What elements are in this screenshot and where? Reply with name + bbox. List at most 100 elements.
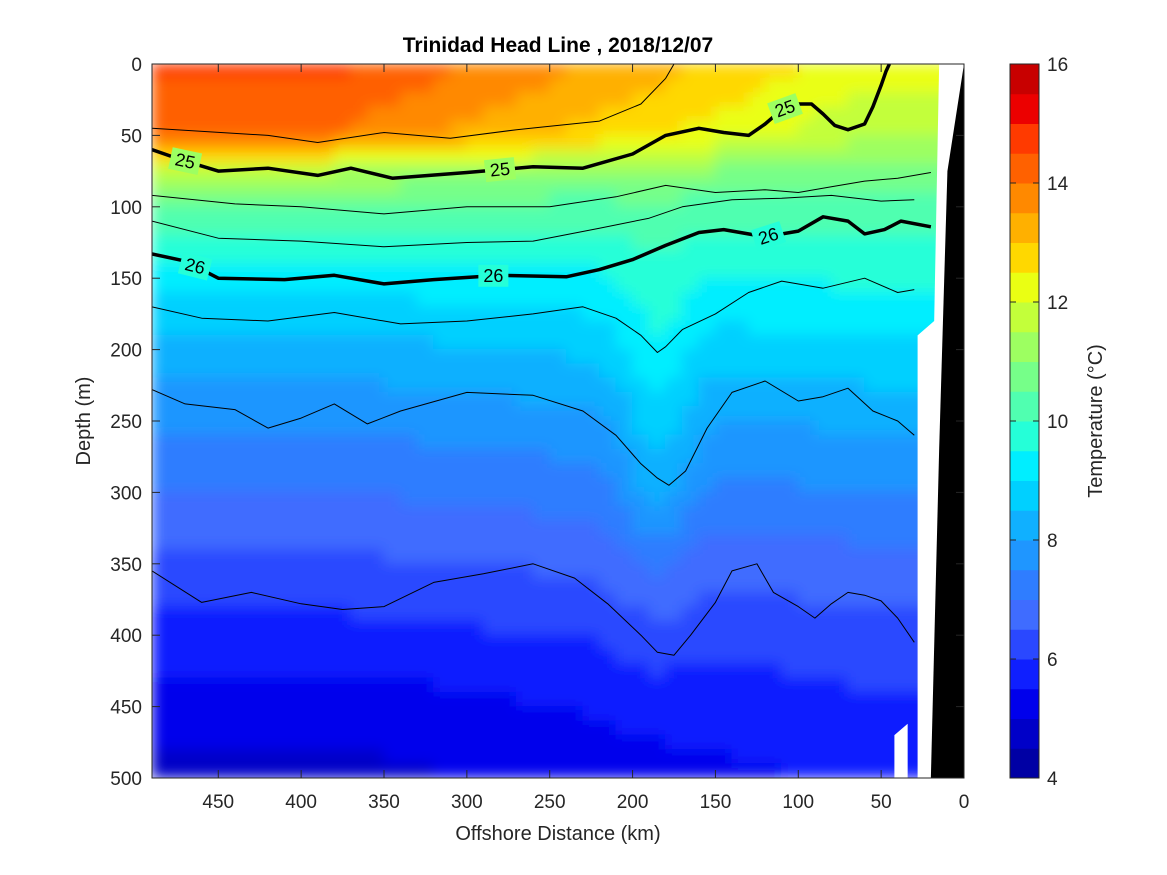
field-cell bbox=[284, 334, 302, 351]
field-cell bbox=[532, 763, 551, 778]
field-cell bbox=[781, 606, 799, 622]
field-cell bbox=[714, 234, 733, 251]
field-cell bbox=[433, 277, 451, 293]
field-cell bbox=[532, 620, 551, 636]
field-cell bbox=[201, 363, 219, 379]
field-cell bbox=[565, 606, 584, 622]
field-cell bbox=[897, 491, 915, 508]
field-cell bbox=[748, 134, 766, 151]
field-cell bbox=[284, 434, 302, 451]
field-cell bbox=[748, 677, 766, 693]
field-cell bbox=[466, 391, 484, 408]
field-cell bbox=[333, 92, 352, 108]
field-cell bbox=[681, 420, 700, 436]
field-cell bbox=[284, 449, 302, 465]
field-cell bbox=[748, 563, 766, 579]
field-cell bbox=[764, 691, 783, 708]
field-cell bbox=[748, 534, 766, 551]
field-cell bbox=[499, 434, 518, 451]
field-cell bbox=[433, 92, 451, 108]
field-cell bbox=[250, 106, 269, 122]
field-cell bbox=[814, 92, 832, 108]
field-cell bbox=[482, 434, 501, 451]
field-cell bbox=[184, 477, 203, 493]
contour-label: 26 bbox=[183, 254, 207, 278]
field-cell bbox=[383, 691, 402, 708]
field-cell bbox=[433, 120, 451, 136]
field-cell bbox=[234, 577, 252, 593]
field-cell bbox=[383, 449, 402, 465]
field-cell bbox=[184, 506, 203, 522]
field-cell bbox=[615, 549, 634, 565]
field-cell bbox=[449, 206, 468, 222]
field-cell bbox=[250, 120, 269, 136]
field-cell bbox=[449, 406, 468, 422]
field-cell bbox=[714, 477, 733, 493]
field-cell bbox=[748, 491, 766, 508]
field-cell bbox=[598, 277, 617, 293]
field-cell bbox=[830, 734, 849, 750]
field-cell bbox=[748, 620, 766, 636]
field-cell bbox=[764, 149, 783, 165]
field-cell bbox=[731, 734, 750, 750]
field-cell bbox=[864, 534, 882, 551]
field-cell bbox=[267, 406, 286, 422]
field-cell bbox=[482, 577, 501, 593]
field-cell bbox=[400, 449, 418, 465]
field-cell bbox=[648, 249, 667, 265]
field-cell bbox=[317, 349, 335, 365]
field-cell bbox=[681, 334, 700, 351]
field-cell bbox=[516, 520, 534, 536]
field-cell bbox=[748, 206, 766, 222]
field-cell bbox=[184, 77, 203, 94]
field-cell bbox=[880, 134, 899, 151]
field-cell bbox=[267, 391, 286, 408]
field-cell bbox=[383, 220, 402, 236]
field-cell bbox=[598, 106, 617, 122]
no-data-gap bbox=[894, 723, 908, 778]
field-cell bbox=[565, 134, 584, 151]
field-cell bbox=[681, 748, 700, 765]
field-cell bbox=[565, 577, 584, 593]
field-cell bbox=[449, 363, 468, 379]
field-cell bbox=[830, 391, 849, 408]
field-cell bbox=[880, 177, 899, 194]
field-cell bbox=[284, 120, 302, 136]
field-cell bbox=[582, 763, 600, 778]
field-cell bbox=[582, 291, 600, 308]
field-cell bbox=[582, 520, 600, 536]
colorbar-tick-label: 6 bbox=[1047, 650, 1058, 671]
field-cell bbox=[665, 477, 683, 493]
field-cell bbox=[217, 763, 236, 778]
field-cell bbox=[648, 591, 667, 608]
field-cell bbox=[383, 648, 402, 665]
field-cell bbox=[516, 620, 534, 636]
field-cell bbox=[184, 206, 203, 222]
field-cell bbox=[333, 434, 352, 451]
field-cell bbox=[350, 420, 368, 436]
field-cell bbox=[284, 706, 302, 722]
field-cell bbox=[913, 64, 932, 79]
field-cell bbox=[383, 734, 402, 750]
field-cell bbox=[466, 306, 484, 322]
field-cell bbox=[897, 620, 915, 636]
field-cell bbox=[499, 620, 518, 636]
field-cell bbox=[714, 506, 733, 522]
field-cell bbox=[366, 149, 385, 165]
field-cell bbox=[731, 77, 750, 94]
field-cell bbox=[814, 177, 832, 194]
field-cell bbox=[698, 577, 716, 593]
field-cell bbox=[466, 663, 484, 679]
field-cell bbox=[698, 249, 716, 265]
field-cell bbox=[665, 192, 683, 208]
field-cell bbox=[234, 634, 252, 650]
field-cell bbox=[433, 763, 451, 778]
field-cell bbox=[731, 277, 750, 293]
field-cell bbox=[797, 134, 816, 151]
field-cell bbox=[532, 648, 551, 665]
field-cell bbox=[350, 363, 368, 379]
field-cell bbox=[250, 92, 269, 108]
field-cell bbox=[797, 577, 816, 593]
field-cell bbox=[234, 320, 252, 336]
field-cell bbox=[234, 549, 252, 565]
